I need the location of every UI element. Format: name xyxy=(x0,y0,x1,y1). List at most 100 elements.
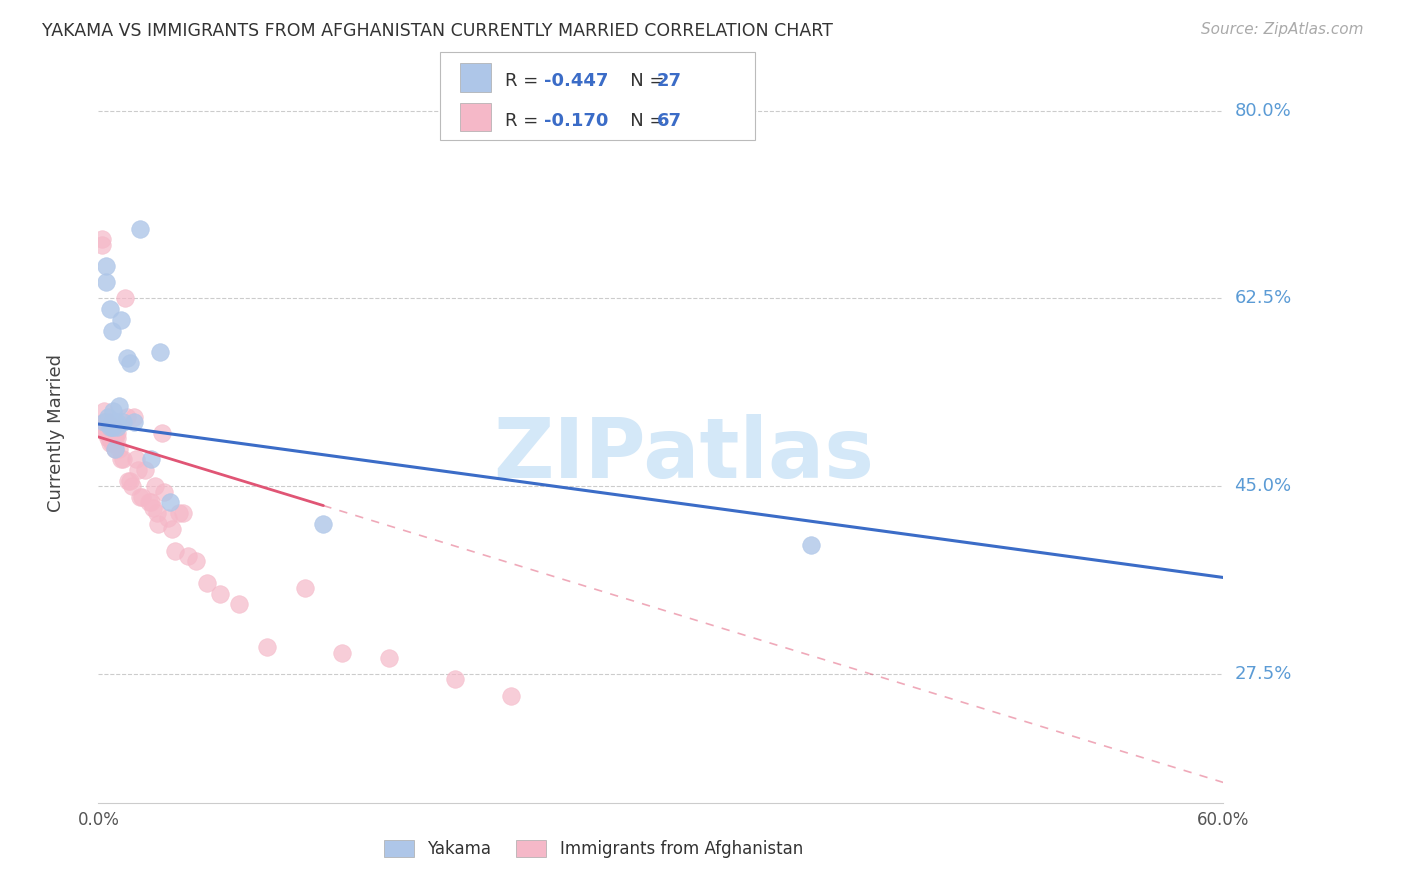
Point xyxy=(93,420,115,434)
Point xyxy=(103,431,125,445)
Point xyxy=(378,651,401,665)
Text: Source: ZipAtlas.com: Source: ZipAtlas.com xyxy=(1201,22,1364,37)
Point xyxy=(228,597,250,611)
Point xyxy=(143,479,166,493)
Point xyxy=(97,420,120,434)
Point xyxy=(94,260,117,274)
Point xyxy=(127,463,149,477)
Point xyxy=(94,415,117,429)
Point xyxy=(131,490,153,504)
Point xyxy=(97,415,120,429)
Text: R =: R = xyxy=(505,112,544,130)
Point xyxy=(256,640,278,655)
Point xyxy=(800,538,823,552)
Point xyxy=(120,356,142,370)
Point xyxy=(105,425,128,440)
Text: 62.5%: 62.5% xyxy=(1234,290,1292,308)
Point xyxy=(100,415,122,429)
Point xyxy=(100,324,122,338)
Text: 67: 67 xyxy=(657,112,682,130)
Point xyxy=(97,409,120,424)
Text: N =: N = xyxy=(613,112,671,130)
Text: 27.5%: 27.5% xyxy=(1234,665,1292,683)
Point xyxy=(142,500,165,515)
Point xyxy=(111,415,134,429)
Point xyxy=(159,495,181,509)
Point xyxy=(104,431,127,445)
Point xyxy=(312,516,335,531)
Point xyxy=(153,484,176,499)
Point xyxy=(148,516,170,531)
Point xyxy=(91,237,114,252)
Point xyxy=(120,474,142,488)
Point xyxy=(104,442,127,456)
Point xyxy=(98,420,121,434)
Point xyxy=(104,415,127,429)
Point xyxy=(98,436,121,450)
Text: -0.170: -0.170 xyxy=(544,112,609,130)
Point xyxy=(114,292,136,306)
Point xyxy=(149,345,172,359)
Point xyxy=(111,452,134,467)
Legend: Yakama, Immigrants from Afghanistan: Yakama, Immigrants from Afghanistan xyxy=(377,833,810,865)
Text: N =: N = xyxy=(613,71,671,89)
Point xyxy=(156,511,179,525)
Point xyxy=(100,420,122,434)
Point xyxy=(122,409,145,424)
Point xyxy=(138,495,160,509)
Point xyxy=(121,479,143,493)
Point xyxy=(97,425,120,440)
Point xyxy=(209,586,232,600)
Point xyxy=(105,420,128,434)
Point xyxy=(145,506,167,520)
Point xyxy=(110,452,132,467)
Point xyxy=(443,673,465,687)
Point xyxy=(103,425,125,440)
Point xyxy=(98,425,121,440)
Point xyxy=(104,425,127,440)
Point xyxy=(165,543,187,558)
Point xyxy=(167,506,190,520)
Point xyxy=(294,581,316,595)
Point xyxy=(128,490,150,504)
Point xyxy=(330,646,353,660)
Point xyxy=(108,442,131,456)
Point xyxy=(103,420,125,434)
Point xyxy=(94,276,117,290)
Point xyxy=(100,436,122,450)
Point xyxy=(172,506,194,520)
Point xyxy=(108,399,131,413)
Point xyxy=(122,415,145,429)
Point xyxy=(117,474,139,488)
Point xyxy=(104,442,127,456)
Point xyxy=(110,313,132,327)
Point xyxy=(100,425,122,440)
Point xyxy=(93,404,115,418)
Text: Currently Married: Currently Married xyxy=(46,353,65,512)
Text: R =: R = xyxy=(505,71,544,89)
Point xyxy=(100,431,122,445)
Point xyxy=(93,415,115,429)
Text: 27: 27 xyxy=(657,71,682,89)
Point xyxy=(499,689,522,703)
Point xyxy=(134,463,156,477)
Point xyxy=(139,495,162,509)
Point xyxy=(97,431,120,445)
Point xyxy=(93,415,115,429)
Point xyxy=(94,425,117,440)
Point xyxy=(115,351,138,365)
Point xyxy=(100,420,122,434)
Point xyxy=(160,522,183,536)
Point xyxy=(125,452,148,467)
Text: ZIPatlas: ZIPatlas xyxy=(494,414,873,495)
Point xyxy=(89,420,111,434)
Point xyxy=(128,221,150,235)
Point xyxy=(103,420,125,434)
Text: -0.447: -0.447 xyxy=(544,71,609,89)
Text: YAKAMA VS IMMIGRANTS FROM AFGHANISTAN CURRENTLY MARRIED CORRELATION CHART: YAKAMA VS IMMIGRANTS FROM AFGHANISTAN CU… xyxy=(42,22,832,40)
Point xyxy=(195,575,218,590)
Point xyxy=(98,302,121,317)
Point xyxy=(115,409,138,424)
Text: 80.0%: 80.0% xyxy=(1234,102,1291,120)
Point xyxy=(139,452,162,467)
